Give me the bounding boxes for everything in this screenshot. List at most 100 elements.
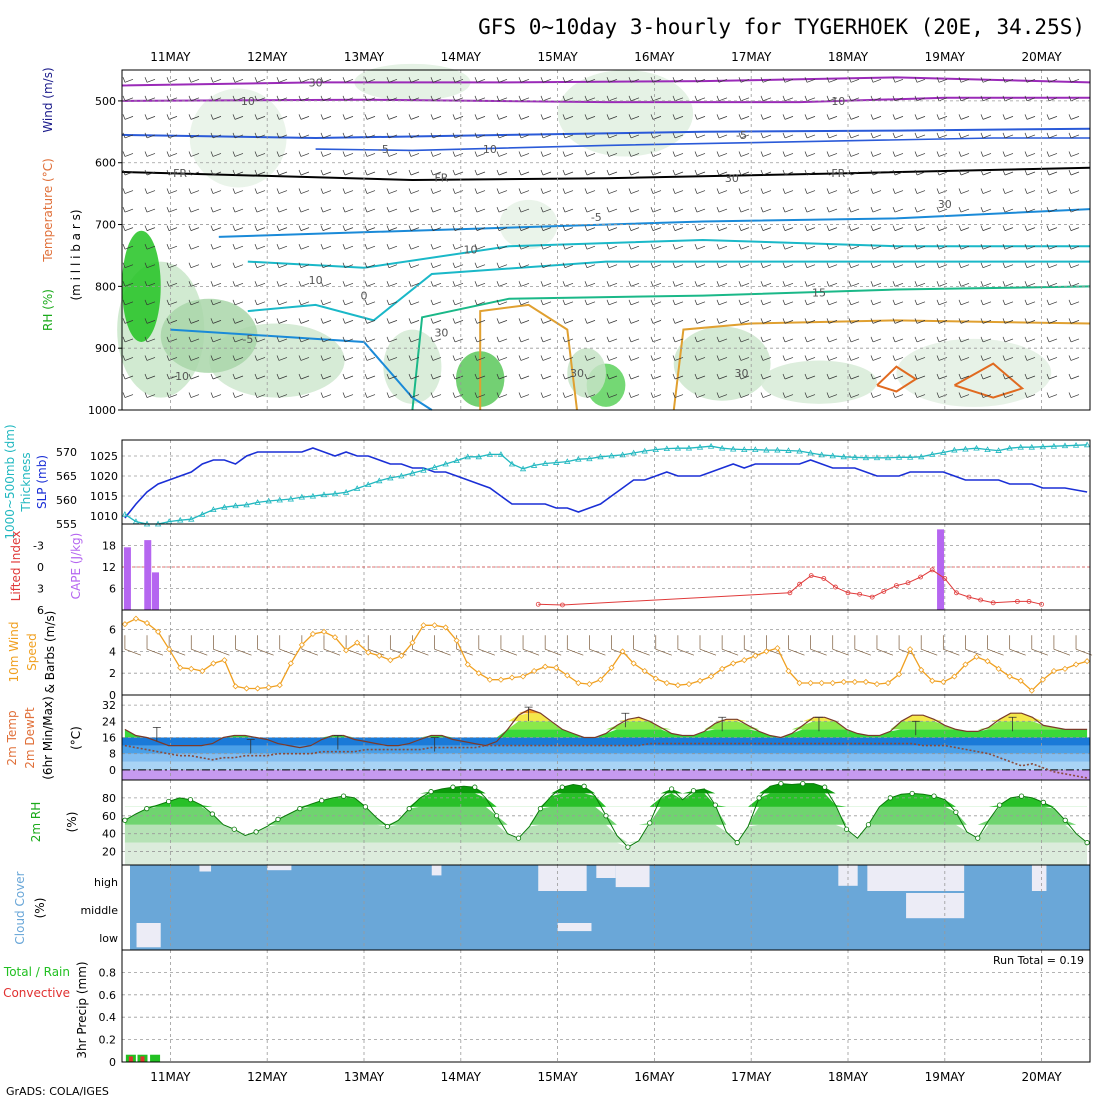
profile-barb <box>430 132 442 139</box>
profile-barb <box>188 95 200 102</box>
profile-barb <box>540 225 552 231</box>
profile-barb <box>122 392 134 398</box>
profile-barb <box>672 206 684 213</box>
profile-barb <box>892 169 904 176</box>
wind-barb <box>788 635 805 656</box>
profile-barb <box>496 206 508 213</box>
profile-barb <box>628 151 640 157</box>
wind-barb <box>1031 635 1048 656</box>
isotherm-6 <box>247 238 1090 269</box>
profile-barb <box>1002 225 1014 231</box>
profile-barb <box>892 206 904 213</box>
profile-barb <box>408 95 420 102</box>
profile-barb <box>694 132 706 139</box>
profile-barb <box>936 299 948 306</box>
thickness-point <box>519 465 527 472</box>
wind-speed-point <box>508 674 516 681</box>
profile-barb <box>694 77 706 83</box>
rh-point <box>144 806 150 812</box>
rh-point <box>384 823 390 830</box>
cloud-high-label: high <box>94 876 118 889</box>
profile-barb <box>408 336 420 343</box>
rh-point <box>275 816 281 822</box>
rh-point <box>253 829 259 835</box>
profile-barb <box>782 169 794 176</box>
profile-barb <box>958 77 970 83</box>
profile-barb <box>386 318 398 324</box>
profile-barb <box>584 355 596 361</box>
date-top-16MAY: 16MAY <box>634 50 675 64</box>
profile-tick-label: 600 <box>95 157 116 170</box>
profile-barb <box>452 151 464 157</box>
profile-barb <box>826 299 838 306</box>
profile-barb <box>1002 169 1014 176</box>
profile-barb <box>562 336 574 343</box>
thickness-range-label: 1000~500mb (dm) <box>3 424 17 539</box>
profile-barb <box>342 244 354 250</box>
profile-barb <box>628 225 640 231</box>
wind-speed-point <box>685 681 693 688</box>
profile-barb <box>672 132 684 139</box>
profile-barb <box>870 151 882 157</box>
profile-barb <box>452 225 464 231</box>
profile-barb <box>342 77 354 83</box>
li-point <box>918 574 923 580</box>
profile-barb <box>320 225 332 231</box>
profile-barb <box>1046 169 1058 176</box>
thickness-point <box>730 445 737 452</box>
profile-barb <box>386 169 398 176</box>
rh-point <box>297 806 303 812</box>
profile-barb <box>628 188 640 194</box>
thickness-point <box>320 491 328 498</box>
profile-barb <box>408 151 420 157</box>
profile-barb <box>738 132 750 139</box>
profile-barb <box>804 132 816 139</box>
date-top-12MAY: 12MAY <box>247 50 288 64</box>
profile-barb <box>694 206 706 213</box>
wind-barb <box>987 635 1004 656</box>
profile-barb <box>716 244 728 250</box>
profile-barb <box>782 262 794 269</box>
rh-point <box>362 804 369 810</box>
profile-barb <box>474 262 486 269</box>
profile-barb <box>760 318 772 324</box>
profile-barb <box>562 373 574 380</box>
profile-barb <box>672 151 684 157</box>
wind-barb <box>611 635 628 656</box>
isotherm-7 <box>247 260 1090 322</box>
cloud-unit-label: (%) <box>33 898 47 919</box>
profile-barb <box>672 355 684 361</box>
wind-speed-point <box>1050 667 1057 675</box>
profile-barb <box>452 299 464 306</box>
profile-barb <box>320 77 332 83</box>
profile-barb <box>408 299 420 306</box>
thickness-point <box>1061 442 1069 449</box>
profile-barb <box>474 299 486 306</box>
rh-point <box>953 809 959 815</box>
profile-barb <box>364 206 376 213</box>
isotherm-label: 30 <box>735 367 749 380</box>
cloud-clear-block <box>136 923 161 948</box>
profile-barb <box>870 281 882 287</box>
li-point <box>881 588 887 594</box>
profile-barb <box>276 392 288 398</box>
rh-axis-label: RH (%) <box>41 289 55 331</box>
profile-barb <box>144 355 156 361</box>
li-point <box>1039 601 1044 607</box>
profile-barb <box>188 299 200 306</box>
profile-barb <box>342 392 354 398</box>
slp-line <box>124 447 1088 519</box>
thickness-point <box>630 449 637 456</box>
rh-shade-2 <box>160 298 258 373</box>
profile-barb <box>254 373 266 380</box>
profile-barb <box>606 355 618 361</box>
profile-barb <box>1068 77 1080 83</box>
wind-speed-point <box>597 676 604 683</box>
thickness-point <box>486 451 494 457</box>
profile-barb <box>980 355 992 361</box>
profile-barb <box>804 114 816 120</box>
profile-barb <box>342 188 354 194</box>
li-tick-label: 6 <box>37 604 44 617</box>
profile-barb <box>496 169 508 176</box>
